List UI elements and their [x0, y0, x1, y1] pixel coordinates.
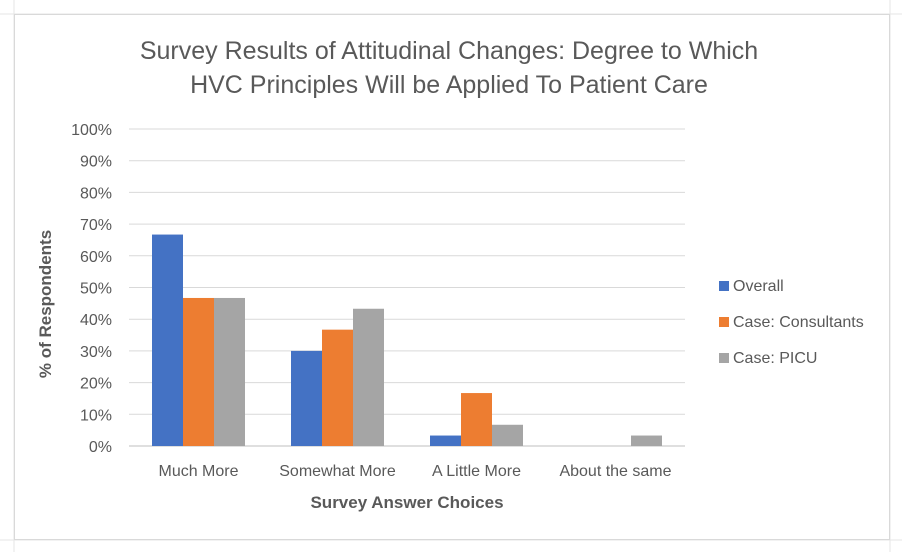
legend-swatch	[719, 317, 729, 327]
y-tick-label: 40%	[80, 312, 112, 329]
bar	[492, 424, 523, 446]
bar	[322, 329, 353, 446]
bar	[631, 435, 662, 446]
y-tick-label: 90%	[80, 154, 112, 171]
bar	[183, 297, 214, 446]
x-tick-label: Somewhat More	[279, 463, 396, 480]
y-axis-label: % of Respondents	[36, 230, 55, 378]
y-tick-label: 50%	[80, 281, 112, 298]
y-tick-label: 0%	[89, 439, 112, 456]
bar	[353, 308, 384, 446]
bar	[291, 350, 322, 446]
bar-chart: Survey Results of Attitudinal Changes: D…	[36, 37, 864, 512]
legend-label: Overall	[733, 278, 784, 295]
y-tick-label: 70%	[80, 217, 112, 234]
chart-title-line: HVC Principles Will be Applied To Patien…	[190, 71, 708, 99]
legend-label: Case: PICU	[733, 350, 817, 367]
x-tick-label: About the same	[559, 463, 671, 480]
x-tick-label: A Little More	[432, 463, 521, 480]
legend: Overall Case: Consultants Case: PICU	[719, 278, 864, 367]
x-tick-label: Much More	[158, 463, 238, 480]
x-axis-label: Survey Answer Choices	[310, 493, 503, 512]
y-tick-label: 20%	[80, 376, 112, 393]
y-tick-label: 80%	[80, 185, 112, 202]
x-axis-ticks: Much More Somewhat More A Little More About…	[158, 463, 671, 480]
chart-title: Survey Results of Attitudinal Changes: D…	[140, 37, 758, 99]
y-axis-ticks: 0% 10% 20% 30% 40% 50% 60% 70% 80% 90% 100%	[71, 122, 112, 456]
y-tick-label: 10%	[80, 407, 112, 424]
bar	[461, 393, 492, 446]
bar	[430, 435, 461, 446]
chart-title-line: Survey Results of Attitudinal Changes: D…	[140, 37, 758, 65]
chart-area[interactable]: Survey Results of Attitudinal Changes: D…	[14, 14, 890, 540]
y-tick-label: 60%	[80, 249, 112, 266]
y-tick-label: 100%	[71, 122, 112, 139]
bar	[152, 234, 183, 446]
y-tick-label: 30%	[80, 344, 112, 361]
bars	[152, 234, 662, 446]
bar	[214, 297, 245, 446]
legend-swatch	[719, 353, 729, 363]
legend-label: Case: Consultants	[733, 314, 864, 331]
legend-swatch	[719, 281, 729, 291]
